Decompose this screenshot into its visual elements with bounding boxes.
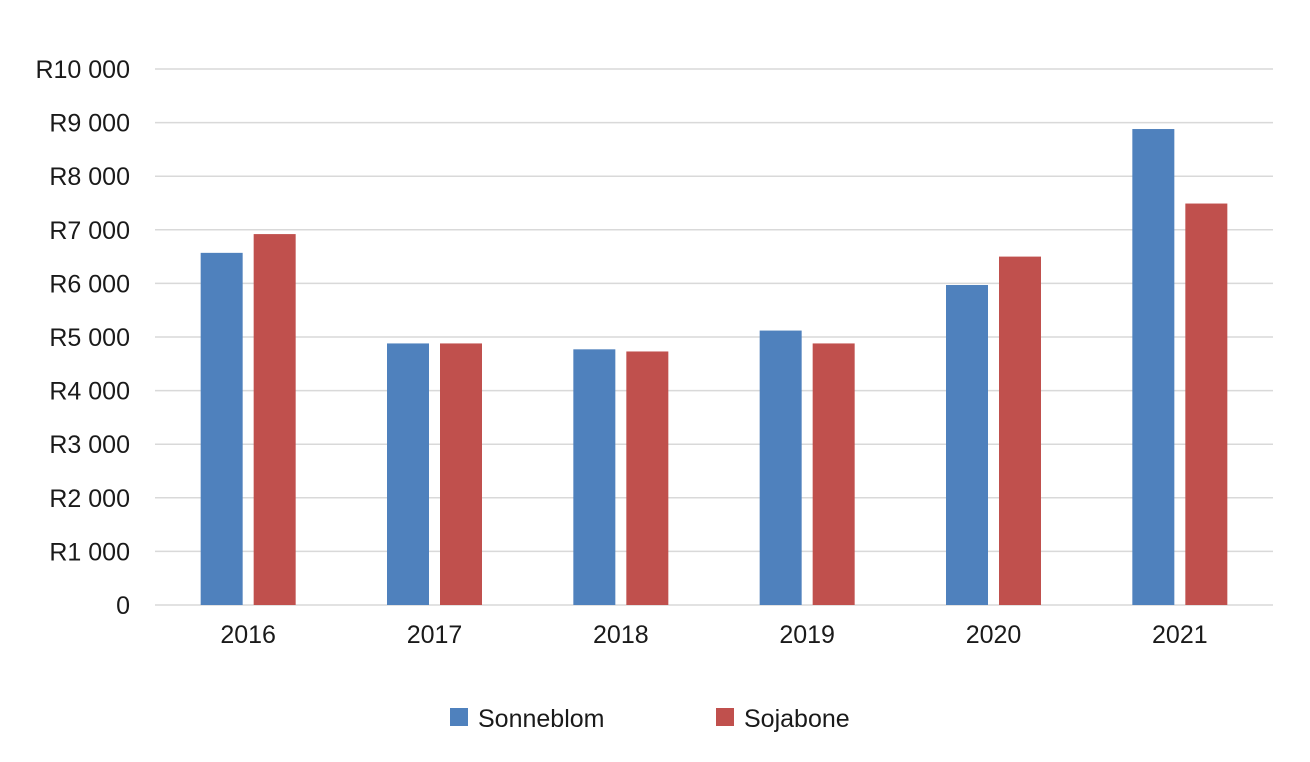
legend-swatch xyxy=(450,708,468,726)
bar-sonneblom-2021 xyxy=(1132,129,1175,606)
bar-sonneblom-2020 xyxy=(946,285,988,605)
x-tick-label: 2018 xyxy=(593,621,649,649)
y-tick-label: R9 000 xyxy=(49,110,130,138)
legend-swatch xyxy=(716,708,734,726)
y-tick-label: R2 000 xyxy=(49,485,130,513)
legend-label: Sojabone xyxy=(744,705,850,733)
legend-label: Sonneblom xyxy=(478,705,604,733)
y-tick-label: R8 000 xyxy=(49,163,130,191)
legend-item-sojabone: Sojabone xyxy=(716,705,850,733)
y-axis-tick-labels: 0 R1 000 R2 000 R3 000 R4 000 R5 000 R6 000 R7 … xyxy=(35,56,130,620)
bar-sojabone-2020 xyxy=(999,256,1041,605)
y-tick-label: R10 000 xyxy=(35,56,130,84)
y-tick-label: 0 xyxy=(116,592,130,620)
y-tick-label: R4 000 xyxy=(49,378,130,406)
y-tick-label: R7 000 xyxy=(49,217,130,245)
x-tick-label: 2016 xyxy=(220,621,276,649)
legend: Sonneblom Sojabone xyxy=(450,705,850,733)
x-tick-label: 2019 xyxy=(779,621,835,649)
bar-sojabone-2019 xyxy=(812,343,855,605)
bar-sonneblom-2016 xyxy=(200,252,243,605)
y-tick-label: R6 000 xyxy=(49,270,130,298)
bars xyxy=(200,129,1228,606)
bar-sonneblom-2019 xyxy=(759,330,802,605)
bar-sonneblom-2017 xyxy=(387,343,429,605)
bar-sonneblom-2018 xyxy=(573,349,616,605)
gridlines xyxy=(155,68,1273,606)
x-tick-label: 2021 xyxy=(1152,621,1208,649)
y-tick-label: R1 000 xyxy=(49,538,130,566)
bar-sojabone-2021 xyxy=(1185,203,1228,605)
x-axis-tick-labels: 2016 2017 2018 2019 2020 2021 xyxy=(220,621,1207,649)
bar-sojabone-2016 xyxy=(253,234,296,605)
x-tick-label: 2020 xyxy=(966,621,1022,649)
legend-item-sonneblom: Sonneblom xyxy=(450,705,604,733)
x-tick-label: 2017 xyxy=(407,621,463,649)
y-tick-label: R5 000 xyxy=(49,324,130,352)
y-tick-label: R3 000 xyxy=(49,431,130,459)
bar-sojabone-2017 xyxy=(440,343,482,605)
bar-sojabone-2018 xyxy=(626,351,669,605)
